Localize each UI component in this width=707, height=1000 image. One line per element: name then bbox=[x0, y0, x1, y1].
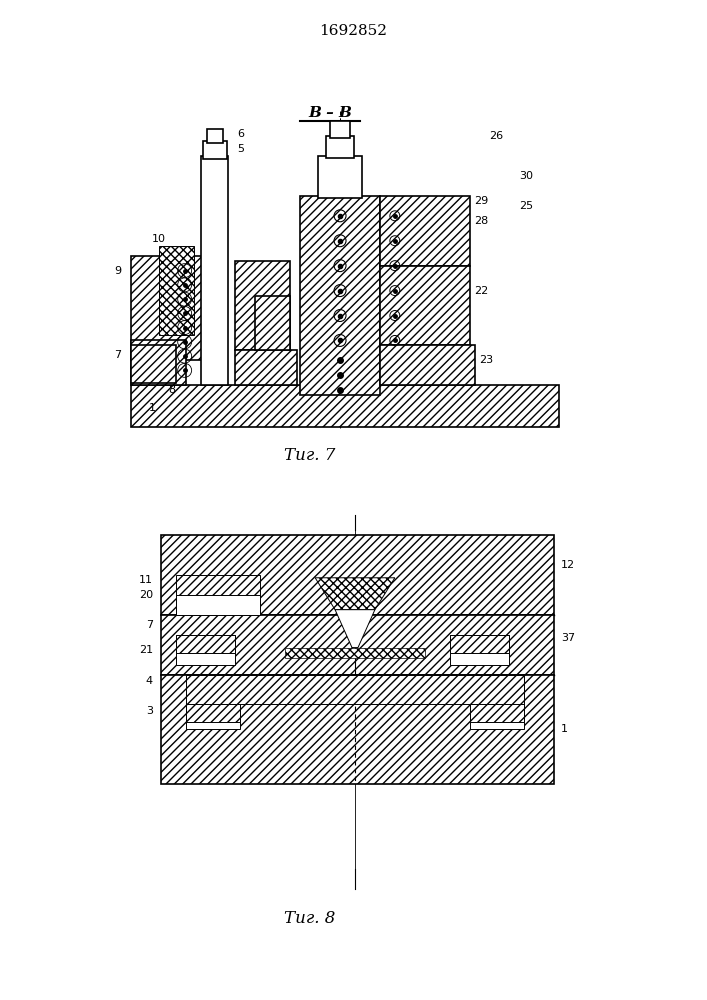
Text: 7: 7 bbox=[146, 620, 153, 630]
Text: 5: 5 bbox=[238, 144, 245, 154]
Polygon shape bbox=[315, 578, 395, 610]
Text: 21: 21 bbox=[139, 645, 153, 655]
Text: 1: 1 bbox=[148, 403, 156, 413]
Bar bbox=[255, 296, 291, 350]
Bar bbox=[380, 196, 469, 266]
Text: 37: 37 bbox=[561, 633, 575, 643]
Bar bbox=[159, 246, 194, 335]
Text: 20: 20 bbox=[139, 590, 153, 600]
Bar bbox=[176, 635, 235, 653]
Bar bbox=[203, 141, 226, 159]
Text: 1692852: 1692852 bbox=[319, 24, 387, 38]
Bar bbox=[186, 704, 240, 722]
Text: 22: 22 bbox=[474, 286, 489, 296]
Bar bbox=[450, 635, 509, 665]
Text: B – B: B – B bbox=[308, 106, 352, 120]
Bar bbox=[380, 266, 469, 345]
Bar bbox=[131, 256, 206, 360]
Text: 8: 8 bbox=[168, 385, 176, 395]
Bar bbox=[160, 615, 554, 675]
Bar bbox=[201, 156, 228, 385]
Text: 28: 28 bbox=[474, 216, 489, 226]
Text: 26: 26 bbox=[489, 131, 503, 141]
Bar bbox=[318, 156, 362, 198]
Text: 23: 23 bbox=[479, 355, 493, 365]
Bar bbox=[176, 575, 260, 615]
Text: 25: 25 bbox=[520, 201, 534, 211]
Bar bbox=[285, 648, 425, 658]
Text: 7: 7 bbox=[114, 350, 121, 360]
Bar bbox=[235, 261, 291, 350]
Text: 12: 12 bbox=[561, 560, 575, 570]
Bar bbox=[131, 385, 559, 427]
Polygon shape bbox=[335, 610, 375, 648]
Text: 29: 29 bbox=[474, 196, 489, 206]
Text: 11: 11 bbox=[139, 575, 153, 585]
Text: Τиг. 8: Τиг. 8 bbox=[284, 910, 336, 927]
Bar bbox=[186, 704, 240, 729]
Bar bbox=[176, 595, 260, 615]
Bar bbox=[160, 535, 554, 615]
Text: Τиг. 7: Τиг. 7 bbox=[284, 447, 336, 464]
Bar bbox=[330, 121, 350, 138]
Text: 30: 30 bbox=[520, 171, 533, 181]
Text: 1: 1 bbox=[561, 724, 568, 734]
Bar bbox=[131, 345, 176, 383]
Bar bbox=[380, 345, 474, 385]
Bar bbox=[235, 350, 297, 385]
Text: 10: 10 bbox=[152, 234, 165, 244]
Bar bbox=[176, 635, 235, 665]
Text: 4: 4 bbox=[146, 676, 153, 686]
Bar bbox=[469, 704, 525, 729]
Bar bbox=[131, 340, 186, 385]
Bar bbox=[160, 675, 554, 784]
Bar bbox=[206, 129, 223, 143]
Bar bbox=[326, 136, 354, 158]
Bar bbox=[469, 704, 525, 722]
Text: 6: 6 bbox=[238, 129, 245, 139]
Bar bbox=[300, 196, 380, 395]
Bar bbox=[186, 675, 525, 704]
Text: 9: 9 bbox=[114, 266, 121, 276]
Bar bbox=[450, 635, 509, 653]
Text: 3: 3 bbox=[146, 706, 153, 716]
